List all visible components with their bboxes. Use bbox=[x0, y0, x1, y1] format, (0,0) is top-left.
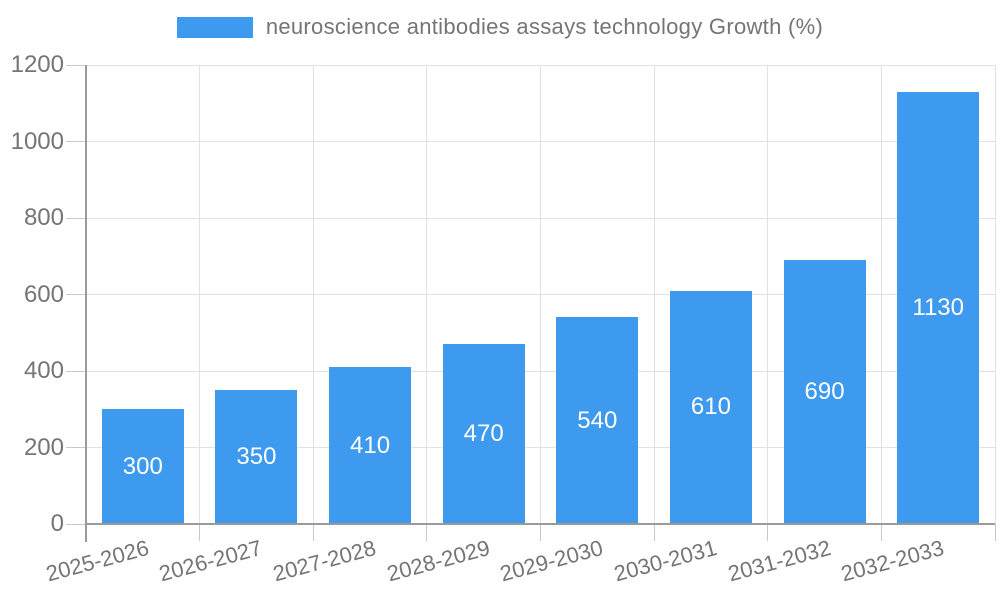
x-tick bbox=[653, 524, 655, 541]
bar bbox=[101, 409, 184, 524]
v-gridline bbox=[880, 65, 882, 524]
y-axis-line bbox=[85, 65, 87, 542]
y-tick bbox=[66, 141, 86, 142]
bar bbox=[669, 290, 752, 524]
bar-value-label: 690 bbox=[804, 378, 845, 406]
y-tick bbox=[66, 217, 86, 219]
y-tick bbox=[66, 294, 86, 295]
bar-value-label: 410 bbox=[350, 431, 391, 459]
bar-value-label: 540 bbox=[577, 406, 618, 434]
bar bbox=[215, 390, 298, 524]
v-gridline bbox=[426, 65, 428, 524]
bar bbox=[783, 260, 866, 524]
x-tick bbox=[994, 524, 996, 541]
v-gridline bbox=[653, 65, 655, 524]
y-axis-tick-label: 1200 bbox=[10, 51, 64, 78]
bar bbox=[556, 317, 639, 524]
v-gridline bbox=[767, 65, 769, 524]
legend-label[interactable]: neuroscience antibodies assays technolog… bbox=[265, 14, 824, 39]
y-axis-tick-label: 1000 bbox=[10, 127, 64, 155]
y-tick bbox=[66, 447, 86, 448]
legend-swatch[interactable] bbox=[176, 16, 253, 38]
bar-value-label: 1130 bbox=[912, 293, 964, 321]
x-tick bbox=[312, 524, 314, 541]
y-axis-tick-label: 200 bbox=[23, 433, 64, 461]
bar-value-label: 350 bbox=[236, 443, 277, 471]
y-axis-tick-label: 600 bbox=[23, 280, 64, 308]
bar bbox=[329, 367, 412, 524]
y-tick bbox=[66, 64, 86, 66]
x-tick bbox=[880, 524, 882, 541]
x-tick bbox=[199, 524, 201, 541]
x-tick bbox=[540, 524, 541, 541]
y-axis-tick-label: 800 bbox=[23, 204, 64, 231]
v-gridline bbox=[199, 65, 201, 524]
y-axis-tick-label: 0 bbox=[50, 510, 64, 537]
legend[interactable]: neuroscience antibodies assays technolog… bbox=[0, 14, 1000, 40]
x-axis-line bbox=[85, 523, 995, 525]
x-tick bbox=[767, 524, 769, 541]
v-gridline bbox=[994, 65, 996, 524]
x-tick bbox=[426, 524, 428, 541]
y-tick bbox=[66, 523, 86, 525]
bar bbox=[897, 91, 980, 524]
bar-value-label: 470 bbox=[463, 420, 504, 448]
y-axis-tick-label: 400 bbox=[23, 357, 64, 384]
bar bbox=[442, 344, 525, 524]
y-tick bbox=[66, 370, 86, 372]
bar-value-label: 610 bbox=[690, 393, 731, 421]
v-gridline bbox=[540, 65, 541, 524]
v-gridline bbox=[312, 65, 314, 524]
bar-value-label: 300 bbox=[122, 452, 163, 480]
